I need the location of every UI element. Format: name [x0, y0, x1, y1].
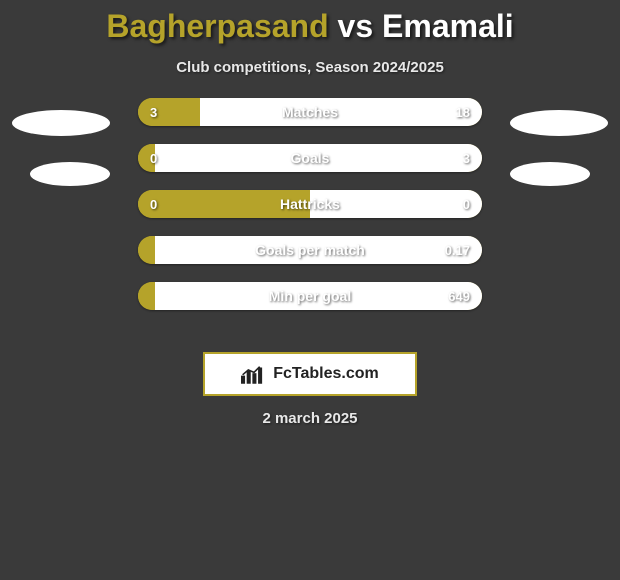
- stat-bar-fill-right: [155, 236, 482, 264]
- stat-bar-fill-left: [138, 144, 155, 172]
- stat-bar-fill-left: [138, 190, 310, 218]
- subtitle: Club competitions, Season 2024/2025: [0, 59, 620, 76]
- player1-avatar-ellipse-2: [30, 162, 110, 186]
- player1-name: Bagherpasand: [106, 8, 328, 44]
- site-logo: FcTables.com: [203, 352, 417, 396]
- stat-bar: 00Hattricks: [138, 190, 482, 218]
- stat-bar: 649Min per goal: [138, 282, 482, 310]
- stat-bar-fill-left: [138, 282, 155, 310]
- stat-bar-fill-right: [155, 144, 482, 172]
- bars-icon: [241, 364, 267, 384]
- stat-bars: 318Matches 03Goals 00Hattricks 0.17Goals pe…: [138, 98, 482, 310]
- stat-bar-fill-left: [138, 236, 155, 264]
- stat-bar: 0.17Goals per match: [138, 236, 482, 264]
- page-title: Bagherpasand vs Emamali: [0, 0, 620, 45]
- player2-avatar-ellipse-1: [510, 110, 608, 136]
- comparison-stage: 318Matches03Goals00Hattricks0.17Goals pe…: [0, 110, 620, 370]
- logo-text: FcTables.com: [273, 365, 379, 383]
- vs-label: vs: [338, 8, 374, 44]
- footer-date: 2 march 2025: [0, 410, 620, 427]
- player2-avatar-ellipse-2: [510, 162, 590, 186]
- stat-bar: 318Matches: [138, 98, 482, 126]
- player2-name: Emamali: [382, 8, 514, 44]
- stat-bar-fill-right: [155, 282, 482, 310]
- stat-bar-fill-right: [200, 98, 482, 126]
- comparison-card: Bagherpasand vs Emamali Club competition…: [0, 0, 620, 580]
- stat-bar: 03Goals: [138, 144, 482, 172]
- stat-bar-fill-left: [138, 98, 200, 126]
- stat-bar-fill-right: [310, 190, 482, 218]
- player1-avatar-ellipse-1: [12, 110, 110, 136]
